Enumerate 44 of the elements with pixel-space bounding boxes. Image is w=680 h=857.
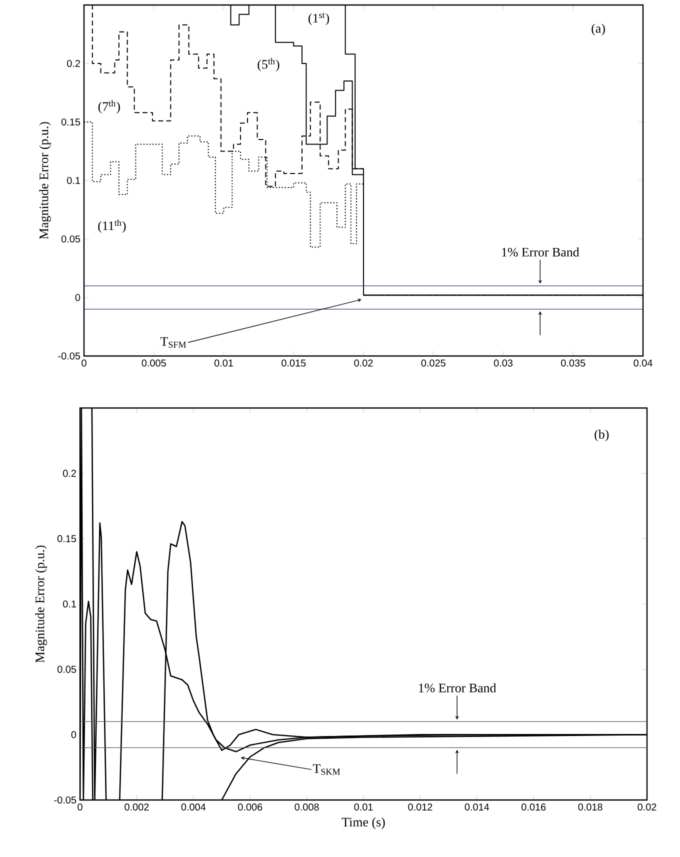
x-tick-label: 0.004 bbox=[181, 804, 206, 811]
y-axis-title: Magnitude Error (p.u.) bbox=[35, 546, 47, 663]
y-tick-label: 0.1 bbox=[67, 176, 80, 184]
y-tick-label: 0.15 bbox=[57, 535, 76, 542]
x-tick-label: 0.01 bbox=[354, 804, 373, 811]
x-tick-label: 0.002 bbox=[124, 804, 149, 811]
text: (a) bbox=[592, 24, 605, 36]
text: (b) bbox=[594, 430, 609, 442]
annotation: T$_{SKM}$ bbox=[312, 764, 340, 775]
x-tick-label: 0.008 bbox=[294, 804, 319, 811]
x-tick-label: 0.02 bbox=[354, 360, 373, 367]
y-tick-label: 0.1 bbox=[63, 600, 76, 608]
x-tick-label: 0.01 bbox=[214, 360, 233, 367]
y-tick-label: -0.05 bbox=[54, 796, 76, 804]
y-tick-label: 0.15 bbox=[61, 118, 80, 126]
annotation: (1$^{st}$) bbox=[308, 12, 330, 26]
x-tick-label: 0.012 bbox=[408, 804, 432, 811]
annotation: (11$^{th}$) bbox=[98, 219, 126, 233]
y-tick-label: 0.2 bbox=[67, 60, 80, 68]
y-tick-label: 0 bbox=[71, 731, 76, 738]
y-tick-label: 0.05 bbox=[57, 666, 76, 673]
y-axis-title: Magnitude Error (p.u.) bbox=[39, 122, 51, 240]
x-tick-label: 0.016 bbox=[522, 804, 546, 811]
y-tick-label: -0.05 bbox=[58, 352, 80, 360]
x-tick-label: 0.018 bbox=[578, 804, 602, 811]
annotation: (7$^{th}$) bbox=[98, 100, 120, 114]
annotation: T$_{SFM}$ bbox=[160, 337, 186, 348]
x-tick-label: 0.04 bbox=[634, 360, 652, 367]
x-tick-label: 0.015 bbox=[282, 360, 306, 367]
x-tick-label: 0.025 bbox=[421, 360, 446, 367]
x-tick-label: 0.035 bbox=[561, 360, 586, 367]
ref-line-label: 1% Error Band bbox=[502, 247, 580, 257]
x-tick-label: 0.02 bbox=[638, 804, 656, 811]
annotation: (5$^{th}$) bbox=[258, 58, 280, 72]
y-tick-label: 0.05 bbox=[61, 235, 80, 243]
x-tick-label: 0.006 bbox=[238, 804, 262, 811]
x-axis-title: Time (s) bbox=[342, 817, 385, 830]
x-tick-label: 0.014 bbox=[464, 804, 490, 811]
y-tick-label: 0 bbox=[75, 294, 80, 302]
x-tick-label: 0.005 bbox=[142, 360, 166, 367]
y-tick-label: 0.2 bbox=[63, 470, 76, 477]
x-tick-label: 0 bbox=[82, 360, 86, 367]
x-tick-label: 0.03 bbox=[494, 360, 513, 367]
ref-line-label: 1% Error Band bbox=[419, 683, 496, 692]
